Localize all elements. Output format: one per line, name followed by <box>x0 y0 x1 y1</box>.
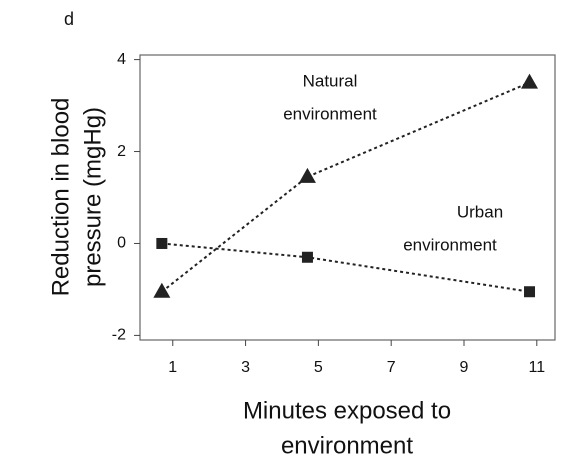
y-axis-label-line: Reduction in blood <box>47 98 74 297</box>
plot-frame <box>139 54 556 341</box>
x-axis-label: environment <box>281 432 413 459</box>
series-annotation: Natural <box>303 71 358 90</box>
x-tick-label: 11 <box>528 359 545 376</box>
x-tick-label: 3 <box>241 359 250 376</box>
triangle-marker <box>521 73 539 89</box>
panel-label: d <box>64 9 74 29</box>
series-line <box>161 81 530 293</box>
series-annotation: Urban <box>457 202 503 221</box>
x-tick-label: 7 <box>387 359 396 376</box>
y-tick-label: 4 <box>117 51 126 68</box>
y-axis-label-line: pressure (mgHg) <box>79 107 106 287</box>
series-annotation: environment <box>283 104 377 123</box>
triangle-marker <box>298 167 316 183</box>
x-tick-label: 1 <box>168 359 177 376</box>
square-marker <box>524 286 536 298</box>
series-annotation: environment <box>403 235 497 254</box>
triangle-marker <box>153 282 171 298</box>
y-tick-label: -2 <box>112 327 126 344</box>
x-tick-label: 9 <box>460 359 469 376</box>
square-marker <box>301 251 313 263</box>
y-tick-label: 0 <box>117 235 126 252</box>
square-marker <box>156 237 168 249</box>
x-tick-label: 5 <box>314 359 323 376</box>
y-axis-label: Reduction in blood pressure (mgHg) <box>47 98 106 297</box>
x-axis-label: Minutes exposed to <box>243 397 451 424</box>
y-tick-label: 2 <box>117 143 126 160</box>
